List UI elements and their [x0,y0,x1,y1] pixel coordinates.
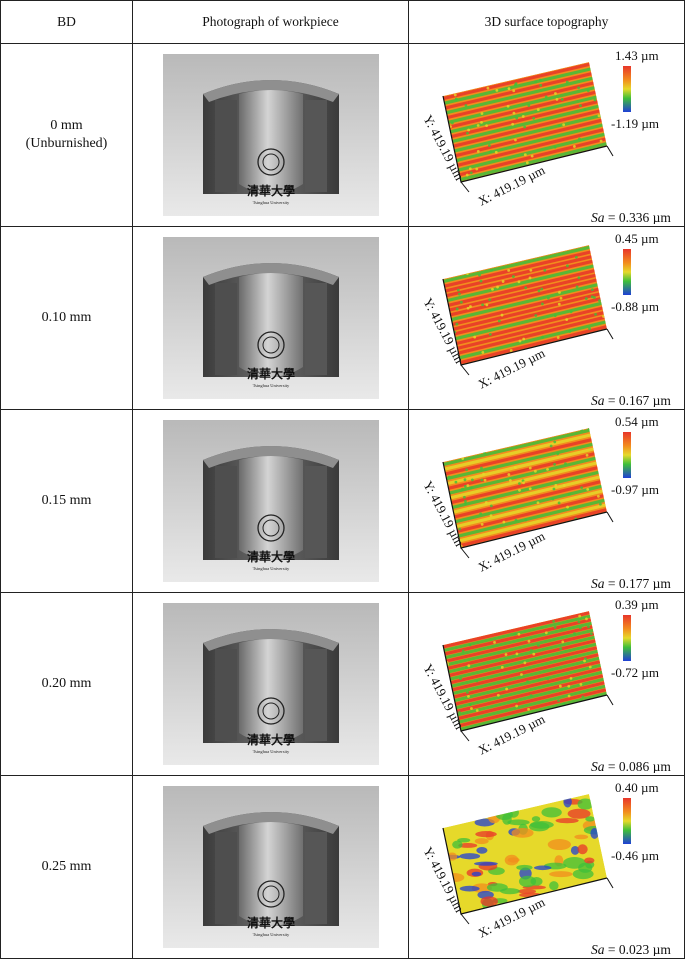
svg-text:Sa = 0.023 µm: Sa = 0.023 µm [591,942,671,956]
svg-text:Tsinghua University: Tsinghua University [252,200,289,205]
header-topography: 3D surface topography [408,0,685,44]
svg-text:Sa = 0.336 µm: Sa = 0.336 µm [591,210,671,224]
svg-text:Tsinghua University: Tsinghua University [252,932,289,937]
workpiece-photo: 清華大學 Tsinghua University [162,786,379,948]
bd-value: 0.20 mm [41,676,92,691]
svg-text:1.43 µm: 1.43 µm [615,48,659,63]
svg-text:0.40 µm: 0.40 µm [615,780,659,795]
header-photo: Photograph of workpiece [132,0,409,44]
surface-topography-plot: X: 419.19 µmY: 419.19 µm1.43 µm-1.19 µmS… [420,48,671,224]
svg-text:Sa = 0.086 µm: Sa = 0.086 µm [591,759,671,773]
svg-text:-0.46 µm: -0.46 µm [611,848,659,863]
bd-value: 0.25 mm [41,859,92,874]
workpiece-photo: 清華大學 Tsinghua University [162,54,379,216]
svg-text:Sa = 0.177 µm: Sa = 0.177 µm [591,576,671,590]
photo-cell: 清華大學 Tsinghua University [132,775,409,959]
bd-note: (Unburnished) [25,136,108,151]
photo-cell: 清華大學 Tsinghua University [132,226,409,410]
svg-text:-1.19 µm: -1.19 µm [611,116,659,131]
photo-cell: 清華大學 Tsinghua University [132,43,409,227]
surface-topography-plot: X: 419.19 µmY: 419.19 µm0.39 µm-0.72 µmS… [420,597,671,773]
bd-cell: 0.20 mm [0,592,133,776]
svg-text:Tsinghua University: Tsinghua University [252,749,289,754]
svg-text:Sa = 0.167 µm: Sa = 0.167 µm [591,393,671,407]
table-row: 0 mm (Unburnished) 清華大學 Tsinghua University… [0,43,685,227]
bd-value: 0 mm [50,118,83,133]
svg-text:-0.88 µm: -0.88 µm [611,299,659,314]
topography-cell: X: 419.19 µm Y: 419.19 µm 1.43 µm -1.19 µm S… [408,43,685,227]
table-row: 0.20 mm 清華大學 Tsinghua University X: 419.19 … [0,592,685,776]
photo-cell: 清華大學 Tsinghua University [132,592,409,776]
surface-topography-plot: X: 419.19 µmY: 419.19 µm0.40 µm-0.46 µmS… [420,780,671,956]
svg-text:清華大學: 清華大學 [246,732,294,747]
svg-text:清華大學: 清華大學 [246,366,294,381]
svg-text:清華大學: 清華大學 [246,549,294,564]
workpiece-photo: 清華大學 Tsinghua University [162,420,379,582]
svg-text:-0.72 µm: -0.72 µm [611,665,659,680]
photo-cell: 清華大學 Tsinghua University [132,409,409,593]
header-bd: BD [0,0,133,44]
table-row: 0.10 mm 清華大學 Tsinghua University X: 419.19 … [0,226,685,410]
topography-cell: X: 419.19 µm Y: 419.19 µm 0.40 µm -0.46 µm S… [408,775,685,959]
svg-text:0.39 µm: 0.39 µm [615,597,659,612]
workpiece-photo: 清華大學 Tsinghua University [162,237,379,399]
topography-cell: X: 419.19 µm Y: 419.19 µm 0.45 µm -0.88 µm S… [408,226,685,410]
svg-text:清華大學: 清華大學 [246,915,294,930]
svg-text:Tsinghua University: Tsinghua University [252,383,289,388]
surface-topography-plot: X: 419.19 µmY: 419.19 µm0.54 µm-0.97 µmS… [420,414,671,590]
table-row: 0.15 mm 清華大學 Tsinghua University X: 419.19 … [0,409,685,593]
topography-cell: X: 419.19 µm Y: 419.19 µm 0.54 µm -0.97 µm S… [408,409,685,593]
workpiece-photo: 清華大學 Tsinghua University [162,603,379,765]
bd-cell: 0.25 mm [0,775,133,959]
surface-topography-plot: X: 419.19 µmY: 419.19 µm0.45 µm-0.88 µmS… [420,231,671,407]
bd-value: 0.10 mm [41,310,92,325]
svg-text:0.45 µm: 0.45 µm [615,231,659,246]
topography-cell: X: 419.19 µm Y: 419.19 µm 0.39 µm -0.72 µm S… [408,592,685,776]
svg-text:清華大學: 清華大學 [246,183,294,198]
svg-text:-0.97 µm: -0.97 µm [611,482,659,497]
header-row: BD Photograph of workpiece 3D surface to… [0,0,685,44]
bd-cell: 0 mm (Unburnished) [0,43,133,227]
bd-cell: 0.10 mm [0,226,133,410]
bd-cell: 0.15 mm [0,409,133,593]
svg-text:Tsinghua University: Tsinghua University [252,566,289,571]
bd-value: 0.15 mm [41,493,92,508]
svg-text:0.54 µm: 0.54 µm [615,414,659,429]
table-row: 0.25 mm 清華大學 Tsinghua University X: 419.19 … [0,775,685,959]
